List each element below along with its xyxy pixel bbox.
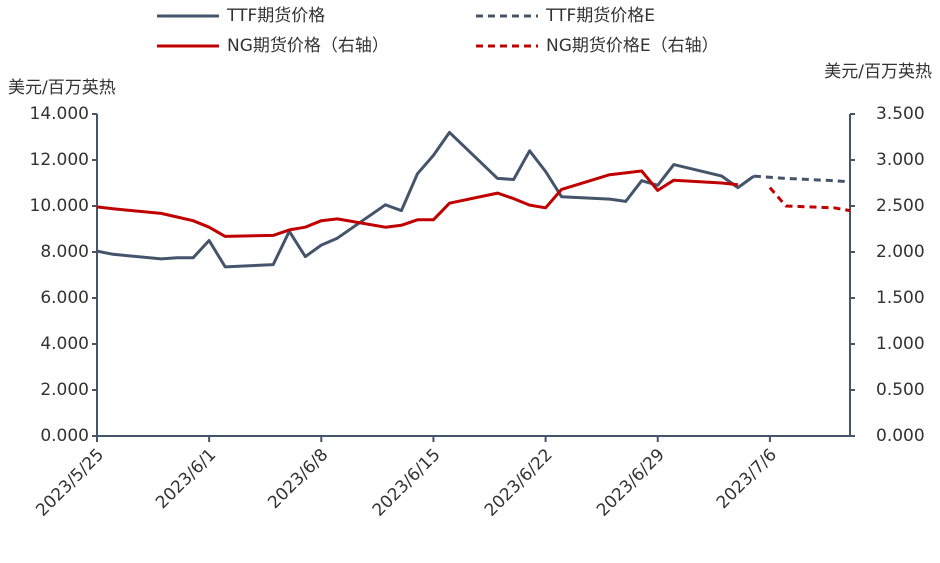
legend-label: TTF期货价格 xyxy=(226,6,325,26)
y-tick-label: 10.000 xyxy=(30,196,89,216)
y-tick-label: 14.000 xyxy=(30,104,89,124)
y2-tick-label: 1.500 xyxy=(876,288,925,308)
x-tick-label: 2023/7/6 xyxy=(713,445,781,513)
y-axis-title: 美元/百万英热 xyxy=(8,78,116,98)
y2-tick-label: 3.500 xyxy=(876,104,925,124)
y2-axis-title: 美元/百万英热 xyxy=(824,62,932,82)
legend-label: NG期货价格（右轴） xyxy=(227,36,389,56)
series-line xyxy=(96,130,755,269)
y-tick-label: 4.000 xyxy=(40,334,89,354)
series-line xyxy=(96,169,739,238)
legend-label: NG期货价格E（右轴） xyxy=(546,36,719,56)
x-tick-label: 2023/6/29 xyxy=(593,445,669,521)
x-tick-label: 2023/6/1 xyxy=(152,445,220,513)
y2-tick-label: 1.000 xyxy=(876,334,925,354)
y2-tick-label: 0.500 xyxy=(876,380,925,400)
series-line xyxy=(753,174,851,184)
y-tick-label: 0.000 xyxy=(40,426,89,446)
y-tick-label: 12.000 xyxy=(30,150,89,170)
y-tick-label: 2.000 xyxy=(40,380,89,400)
y-tick-label: 6.000 xyxy=(40,288,89,308)
series-line xyxy=(768,186,851,213)
y2-tick-label: 0.000 xyxy=(876,426,925,446)
y2-tick-label: 3.000 xyxy=(876,150,925,170)
y2-tick-label: 2.500 xyxy=(876,196,925,216)
x-tick-label: 2023/6/8 xyxy=(264,445,332,513)
legend-label: TTF期货价格E xyxy=(545,6,655,26)
x-tick-label: 2023/5/25 xyxy=(32,445,108,521)
x-tick-label: 2023/6/22 xyxy=(481,445,557,521)
x-tick-label: 2023/6/15 xyxy=(369,445,445,521)
y2-tick-label: 2.000 xyxy=(876,242,925,262)
y-tick-label: 8.000 xyxy=(40,242,89,262)
